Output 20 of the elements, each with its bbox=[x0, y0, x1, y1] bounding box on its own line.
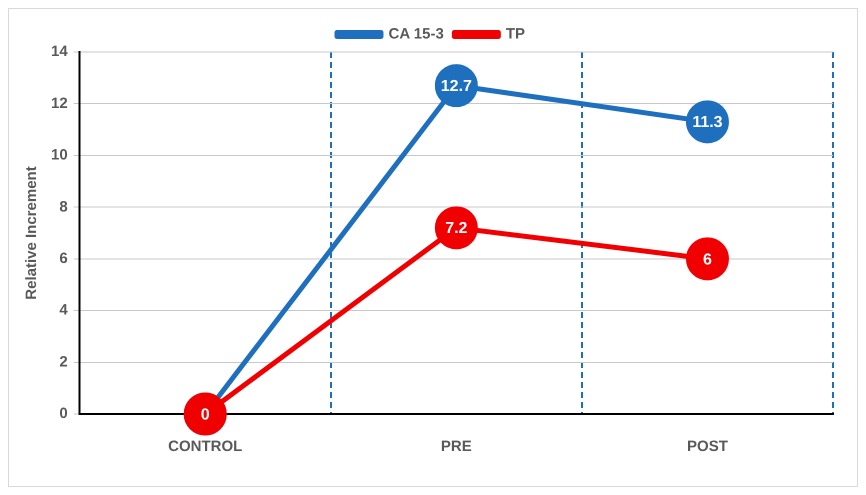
data-label: 7.2 bbox=[445, 220, 468, 238]
data-label: 6 bbox=[702, 251, 712, 268]
legend-label: CA 15-3 bbox=[388, 26, 444, 43]
x-tick-label: CONTROL bbox=[168, 438, 242, 456]
data-label: 12.7 bbox=[440, 78, 472, 96]
point bbox=[686, 237, 729, 280]
legend-label: TP bbox=[506, 26, 526, 43]
x-tick-label: POST bbox=[687, 438, 728, 456]
data-label: 11.3 bbox=[692, 114, 723, 132]
y-tick-label: 4 bbox=[59, 302, 68, 319]
y-tick-label: 12 bbox=[50, 94, 68, 112]
y-tick-label: 10 bbox=[50, 146, 68, 164]
y-tick-label: 14 bbox=[50, 43, 68, 60]
x-tick-label: PRE bbox=[440, 438, 472, 456]
y-axis-title: Relative Increment bbox=[23, 166, 40, 300]
y-tick-label: 0 bbox=[59, 405, 68, 422]
y-tick-label: 8 bbox=[59, 198, 68, 216]
y-tick-label: 6 bbox=[59, 250, 68, 267]
data-label: 0 bbox=[200, 406, 210, 424]
y-tick-label: 2 bbox=[59, 353, 68, 370]
